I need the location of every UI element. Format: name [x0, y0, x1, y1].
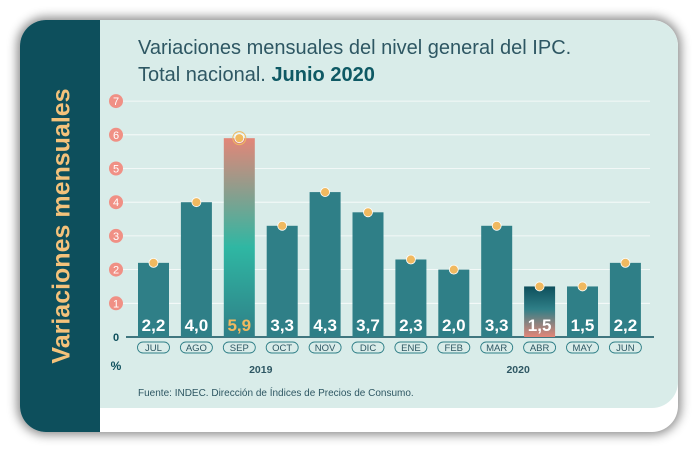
data-label: 4,3	[313, 316, 337, 335]
bar-dot	[191, 197, 202, 208]
y-unit-label: %	[111, 359, 122, 373]
chart-title: Variaciones mensuales del nivel general …	[138, 37, 572, 59]
category-label: SEP	[230, 343, 249, 354]
data-label: 1,5	[528, 316, 552, 335]
category-label: MAY	[573, 343, 594, 354]
bar-dot-ring	[232, 131, 247, 146]
data-label: 3,3	[270, 316, 294, 335]
category-label: ABR	[530, 343, 550, 354]
bar-jun	[609, 262, 641, 337]
bar-dot	[405, 254, 416, 265]
category-pill	[351, 341, 385, 354]
category-label: ENE	[401, 343, 421, 354]
category-pill	[566, 341, 599, 354]
ytick-circle	[109, 262, 123, 277]
bar-ago	[180, 202, 212, 337]
bar-dot	[363, 207, 373, 218]
ytick-label: 4	[113, 197, 119, 209]
ytick-circle	[109, 296, 123, 311]
chart-card: Variaciones mensuales Variaciones mensua…	[20, 20, 678, 432]
year-label: 2019	[249, 364, 273, 376]
bar-chart: 0 1 2 3 4 5 6 7% 2,2 JUL 4,0 AGO 5,9 SEP 3,3 OCT 4,3 NOV 3…	[109, 94, 654, 376]
category-label: JUL	[145, 343, 162, 354]
bar-dot	[234, 133, 245, 144]
bar-nov	[309, 192, 341, 337]
bar-jul	[138, 262, 169, 337]
ytick-circle	[109, 161, 123, 176]
bar-dot	[148, 257, 159, 268]
bar-dot	[277, 220, 288, 231]
category-label: NOV	[315, 343, 336, 354]
ytick-circle	[109, 94, 123, 109]
bar-ene	[395, 259, 427, 337]
bar-dot	[320, 187, 331, 197]
bar-dot	[491, 220, 502, 231]
ytick-circle	[109, 127, 123, 142]
bar-dot	[534, 281, 545, 292]
ytick-label: 0	[113, 332, 119, 344]
category-pill	[437, 341, 471, 354]
data-label: 1,5	[571, 316, 595, 335]
year-label: 2020	[506, 364, 530, 376]
data-label: 5,9	[227, 316, 251, 335]
bar-dot	[577, 281, 588, 292]
category-label: AGO	[186, 343, 207, 354]
bar-dic	[352, 212, 384, 337]
source-note: Fuente: INDEC. Dirección de Índices de P…	[138, 388, 414, 399]
category-pill	[265, 341, 299, 354]
ytick-circle	[109, 228, 123, 243]
category-pill	[308, 341, 342, 354]
ytick-label: 1	[113, 298, 119, 310]
category-pill	[523, 341, 557, 354]
bar-abr	[524, 286, 556, 337]
bar-may	[567, 286, 598, 337]
subtitle-prefix: Total nacional.	[138, 64, 266, 86]
data-label: 4,0	[185, 316, 209, 335]
ytick-label: 5	[113, 164, 119, 176]
data-label: 2,2	[614, 316, 638, 335]
bar-dot	[448, 264, 459, 275]
category-pill	[137, 341, 170, 354]
bar-dot	[620, 257, 631, 268]
category-pill	[179, 341, 213, 354]
bar-oct	[266, 225, 298, 337]
category-pill	[608, 341, 642, 354]
data-label: 2,3	[399, 316, 423, 335]
data-label: 3,3	[485, 316, 509, 335]
category-pill	[480, 341, 514, 354]
category-label: JUN	[616, 343, 635, 354]
ylabel-band	[20, 20, 100, 432]
ytick-label: 2	[113, 265, 119, 277]
ytick-label: 7	[113, 96, 119, 108]
category-label: MAR	[486, 343, 507, 354]
bar-feb	[438, 269, 470, 337]
ytick-label: 3	[113, 231, 119, 243]
chart-subtitle: Total nacional. Junio 2020	[138, 64, 375, 87]
bar-mar	[481, 225, 513, 337]
bar-sep	[223, 138, 255, 337]
category-pill	[394, 341, 428, 354]
category-pill	[222, 341, 256, 354]
ytick-label: 6	[113, 130, 119, 142]
category-label: OCT	[272, 343, 292, 354]
category-label: FEB	[445, 343, 463, 354]
subtitle-highlight: Junio 2020	[271, 64, 375, 86]
data-label: 3,7	[356, 316, 380, 335]
data-label: 2,0	[442, 316, 466, 335]
data-label: 2,2	[142, 316, 166, 335]
category-label: DIC	[360, 343, 377, 354]
ytick-circle	[109, 195, 123, 210]
